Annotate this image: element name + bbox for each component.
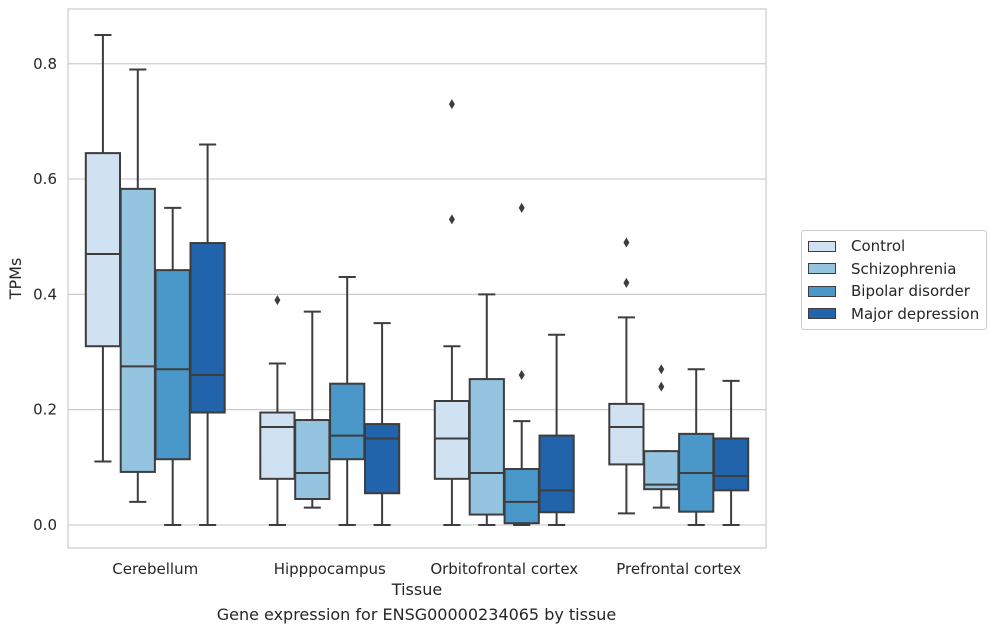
legend-item: Major depression — [802, 303, 986, 326]
legend-swatch — [808, 263, 836, 275]
legend-item: Control — [802, 235, 986, 258]
box — [503, 202, 540, 526]
outlier-point — [658, 381, 665, 392]
y-tick-label: 0.8 — [33, 55, 57, 73]
x-tick-label: Prefrontal cortex — [616, 560, 741, 578]
outlier-point — [448, 99, 455, 110]
outlier-point — [623, 277, 630, 288]
box — [608, 237, 645, 515]
axis-ticks: 0.0 0.2 0.4 0.6 0.8 Cerebellum Hipppocampus Orb… — [33, 55, 741, 578]
x-tick-label: Hipppocampus — [274, 560, 386, 578]
box-iqr — [189, 242, 226, 414]
box-iqr — [712, 437, 750, 492]
x-tick-label: Cerebellum — [112, 560, 198, 578]
x-axis-label: Tissue — [391, 580, 442, 599]
box — [84, 33, 122, 463]
box — [538, 333, 575, 526]
box — [119, 68, 156, 503]
y-tick-label: 0.4 — [33, 285, 57, 303]
legend: Control Schizophrenia Bipolar disorder Majo… — [801, 230, 987, 330]
boxes — [84, 33, 750, 526]
box-iqr — [643, 450, 680, 491]
box-iqr — [433, 400, 471, 480]
box — [363, 322, 401, 526]
outlier-point — [448, 214, 455, 225]
y-axis-label: TPMs — [6, 258, 25, 301]
figure-caption: Gene expression for ENSG00000234065 by t… — [216, 605, 617, 624]
box-iqr — [154, 269, 191, 461]
box-iqr — [329, 382, 366, 461]
box — [154, 206, 191, 526]
box — [712, 379, 750, 526]
outlier-point — [623, 237, 630, 248]
box — [468, 293, 505, 526]
outlier-point — [518, 370, 525, 381]
box-iqr — [363, 423, 401, 495]
legend-label: Control — [851, 237, 906, 256]
box — [433, 99, 471, 526]
box-iqr — [538, 434, 575, 514]
box-iqr — [84, 152, 122, 348]
box — [329, 276, 366, 526]
box — [643, 364, 680, 509]
box — [259, 295, 296, 526]
legend-item: Bipolar disorder — [802, 280, 986, 303]
legend-label: Schizophrenia — [851, 259, 957, 278]
box-iqr — [119, 187, 156, 473]
box — [678, 368, 715, 526]
plot-area-frame — [67, 8, 767, 549]
box-iqr — [468, 378, 505, 516]
box — [189, 143, 226, 526]
box-iqr — [259, 411, 296, 480]
box-iqr — [608, 402, 645, 466]
legend-label: Bipolar disorder — [851, 282, 970, 301]
outlier-point — [518, 202, 525, 213]
legend-label: Major depression — [851, 304, 980, 323]
legend-swatch — [808, 308, 836, 320]
box-iqr — [294, 419, 331, 500]
x-tick-label: Orbitofrontal cortex — [430, 560, 578, 578]
outlier-point — [274, 295, 281, 306]
box-iqr — [503, 468, 540, 525]
legend-item: Schizophrenia — [802, 258, 986, 281]
y-tick-label: 0.6 — [33, 170, 57, 188]
y-tick-label: 0.2 — [33, 401, 57, 419]
y-tick-label: 0.0 — [33, 516, 57, 534]
legend-swatch — [808, 240, 836, 252]
outlier-point — [658, 364, 665, 375]
legend-swatch — [808, 285, 836, 297]
